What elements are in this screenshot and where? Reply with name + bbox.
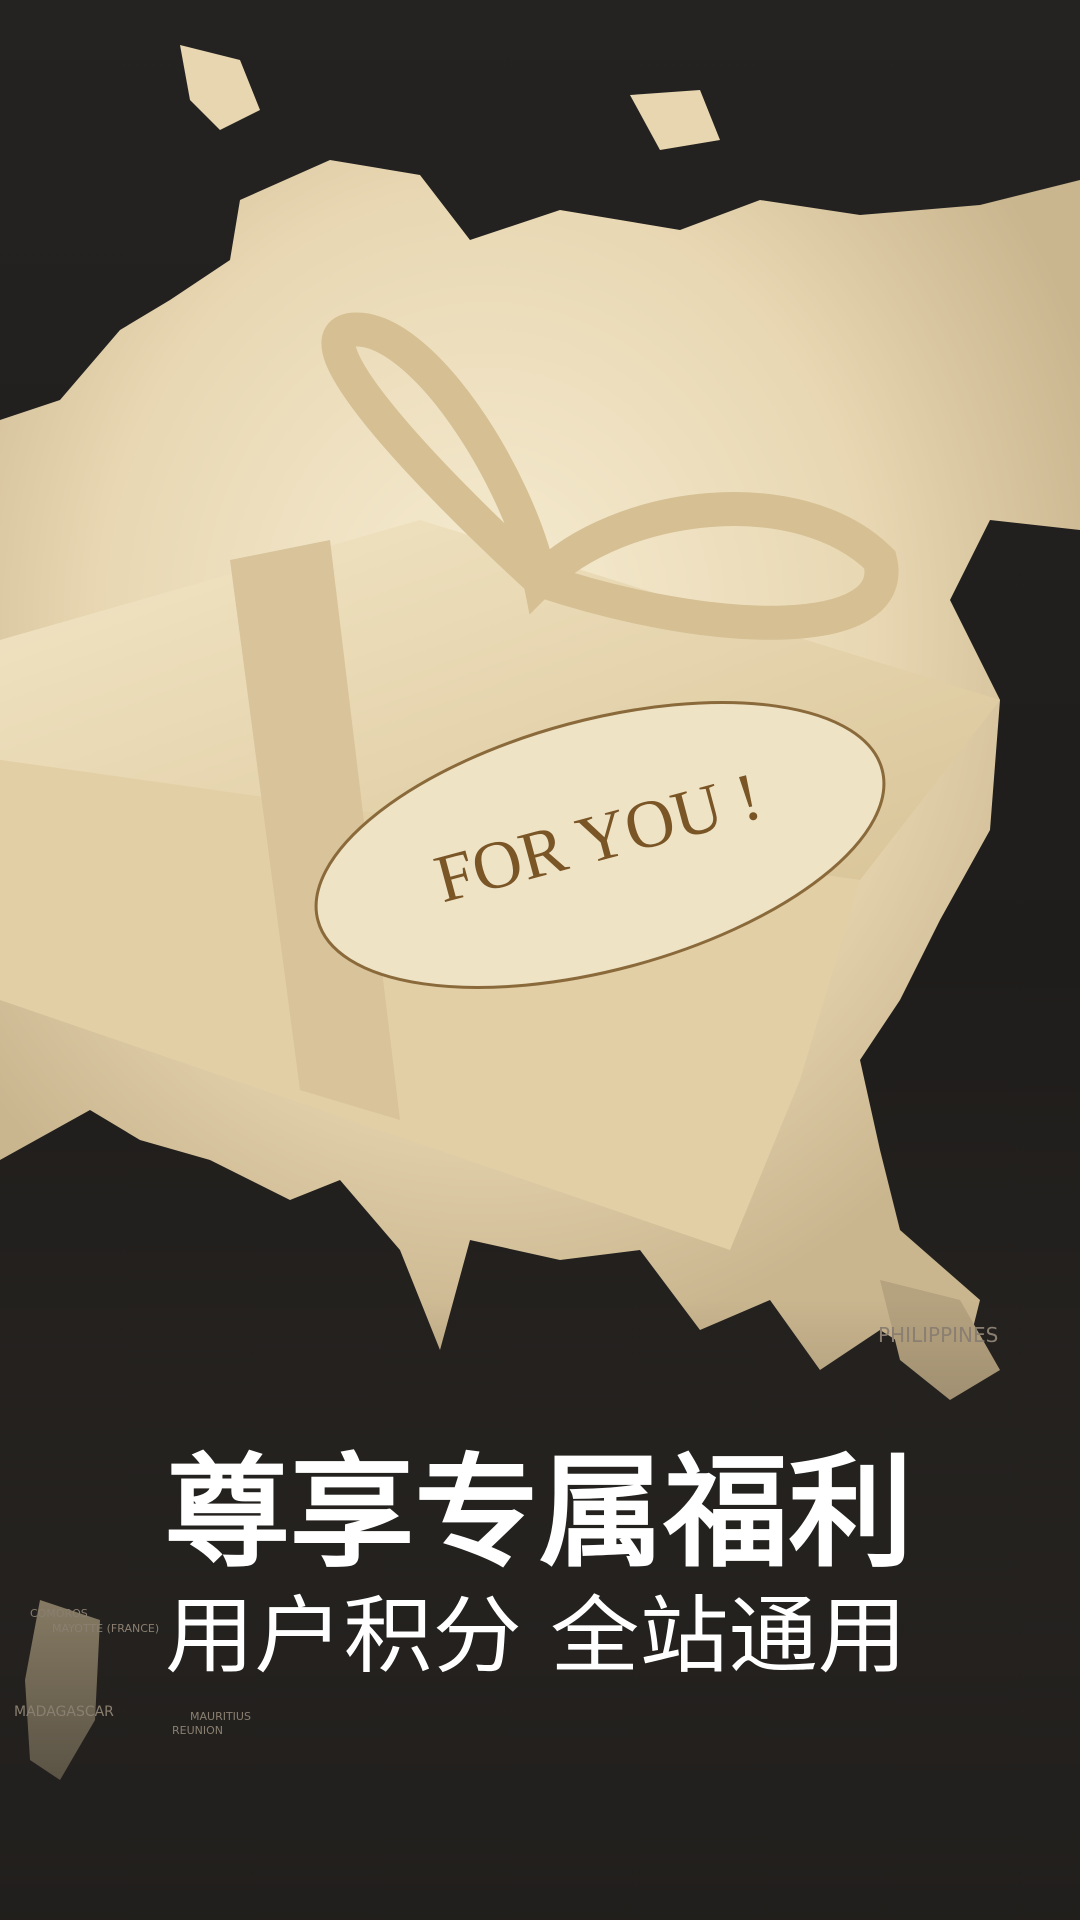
bottom-fade <box>0 1300 1080 1920</box>
map-label: PHILIPPINES <box>878 1323 998 1347</box>
map-label: COMOROS <box>30 1607 88 1620</box>
map-island <box>180 45 260 130</box>
map-island <box>630 90 720 150</box>
headline-subtitle: 用户积分 全站通用 <box>165 1587 907 1685</box>
map-label: MAYOTTE (FRANCE) <box>52 1622 159 1635</box>
gift-tag <box>314 701 886 989</box>
ribbon-bow <box>321 312 899 640</box>
map-label: MAURITIUS <box>190 1710 251 1723</box>
map-label: REUNION <box>172 1724 223 1737</box>
headline-title: 尊享专属福利 <box>165 1442 913 1584</box>
ribbon <box>230 540 400 1120</box>
map-label: MADAGASCAR <box>14 1704 114 1720</box>
